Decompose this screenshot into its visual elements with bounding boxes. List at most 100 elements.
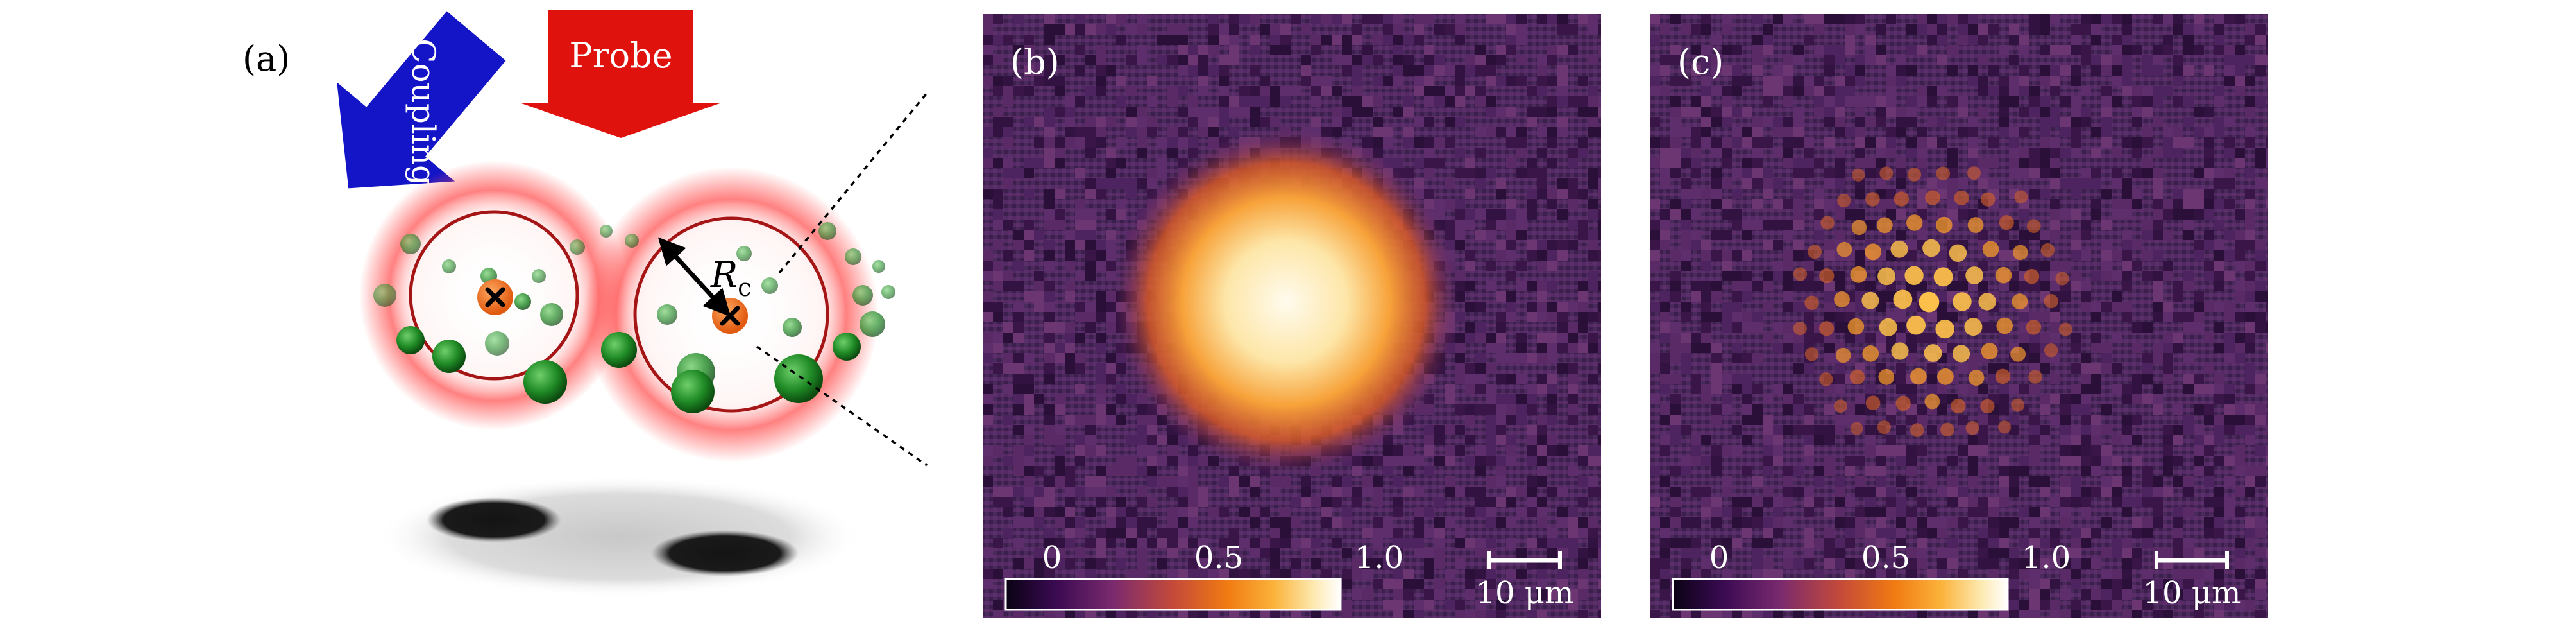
ground-atom: [852, 285, 873, 306]
ground-atom: [833, 333, 861, 361]
lattice-spot: [1996, 317, 2013, 334]
lattice-spot: [1995, 266, 2012, 284]
lattice-spot: [1808, 245, 1822, 259]
lattice-spot: [2024, 268, 2040, 284]
probe-arrow: Probe: [520, 10, 722, 138]
panel-c-colorbar: 0 0.5 1.0: [1672, 540, 2071, 611]
lattice-spot: [1793, 267, 1808, 281]
ground-atom: [736, 246, 752, 261]
probe-label: Probe: [569, 35, 672, 76]
lattice-spot: [1968, 370, 1985, 386]
ground-atom: [860, 311, 885, 337]
ground-atom: [570, 239, 585, 255]
lattice-spot: [1852, 168, 1865, 182]
panel-c-scalebar: 10 μm: [2142, 551, 2241, 611]
zoom-line-lower: [756, 345, 928, 467]
ground-atom: [818, 222, 836, 240]
ground-atom: [671, 370, 715, 413]
colorbar-tick-label: 0: [1709, 540, 1729, 576]
ground-atom: [532, 269, 546, 283]
coupling-label: Coupling: [405, 39, 442, 186]
colorbar-tick-label: 1.0: [2022, 540, 2071, 576]
lattice-spot: [1936, 166, 1950, 181]
lattice-spot: [1834, 399, 1847, 413]
ground-atom: [540, 303, 563, 326]
panel-b-cloud: [1113, 128, 1459, 475]
ground-atom: [761, 277, 778, 294]
lattice-spot: [1952, 345, 1970, 363]
panel-b-image: (b) 0 0.5 1.0 10 μm: [983, 14, 1601, 618]
lattice-spot: [1998, 420, 2012, 434]
ground-atom: [485, 331, 509, 356]
ground-atom: [373, 284, 396, 307]
lattice-spot: [1819, 372, 1833, 386]
lattice-spot: [1995, 368, 2011, 384]
lattice-spot: [2055, 272, 2069, 286]
lattice-spot: [2026, 320, 2042, 335]
lattice-spot: [1951, 399, 1966, 414]
lattice-spot: [1879, 166, 1894, 180]
lattice-spot: [1847, 318, 1865, 335]
lattice-spot: [1940, 422, 1954, 437]
lattice-spot: [2013, 245, 2028, 261]
lattice-spot: [1906, 315, 1926, 335]
lattice-spot: [1910, 368, 1927, 385]
lattice-spot: [1877, 267, 1896, 286]
scalebar-label: 10 μm: [2142, 575, 2241, 611]
lattice-spot: [2011, 398, 2025, 412]
lattice-spot: [1954, 190, 1969, 205]
ground-atom: [396, 326, 425, 354]
colorbar-gradient: [1672, 578, 2009, 611]
lattice-spot: [1804, 295, 1819, 310]
lattice-spot: [2010, 346, 2026, 362]
lattice-spot: [1980, 399, 1995, 414]
lattice-spot: [1935, 319, 1954, 339]
lattice-spot: [2044, 294, 2058, 309]
lattice-spot: [1835, 347, 1851, 363]
lattice-spot: [1919, 291, 1940, 313]
lattice-spot: [1804, 347, 1819, 361]
lattice-spot: [1910, 423, 1924, 437]
lattice-spot: [1981, 192, 1996, 207]
lattice-spot: [2044, 343, 2058, 358]
lattice-spot: [1922, 239, 1940, 257]
lattice-spot: [1953, 292, 1972, 311]
colorbar-tick-label: 0.5: [1194, 540, 1243, 576]
lattice-spot: [1982, 241, 1999, 258]
lattice-spot: [1850, 266, 1867, 283]
scalebar-label: 10 μm: [1475, 575, 1573, 611]
shadow-spot-left: [427, 497, 561, 542]
ground-atom: [657, 304, 677, 325]
blockade-radius-arrow: [657, 237, 731, 317]
lattice-spot: [1819, 268, 1835, 284]
panel-c-label: (c): [1677, 42, 1724, 82]
lattice-spot: [1964, 318, 1983, 336]
lattice-spot: [1999, 215, 2014, 230]
panel-c-lattice: [1793, 166, 2072, 437]
lattice-spot: [1837, 194, 1851, 208]
lattice-spot: [1834, 291, 1850, 307]
lattice-spot: [1893, 289, 1913, 309]
ground-atom: [783, 318, 802, 337]
ground-atom: [514, 293, 531, 310]
colorbar-tick-label: 0: [1042, 540, 1062, 576]
panel-a-label: (a): [242, 39, 290, 79]
lattice-spot: [1851, 220, 1867, 236]
lattice-spot: [1793, 322, 1807, 336]
lattice-spot: [2058, 322, 2072, 336]
lattice-spot: [1891, 342, 1909, 360]
lattice-spot: [1820, 216, 1835, 230]
lattice-spot: [1907, 168, 1922, 182]
lattice-spot: [1967, 166, 1981, 180]
lattice-spot: [1949, 244, 1967, 262]
lattice-spot: [1967, 217, 1984, 233]
panel-b-label: (b): [1010, 42, 1060, 82]
lattice-spot: [1876, 217, 1893, 234]
colorbar-tick-label: 1.0: [1355, 540, 1403, 576]
blockade-radius-label: Rc: [710, 254, 751, 302]
lattice-spot: [2014, 190, 2028, 204]
lattice-spot: [1819, 321, 1835, 336]
lattice-spot: [1981, 343, 1998, 359]
lattice-spot: [1924, 344, 1942, 362]
